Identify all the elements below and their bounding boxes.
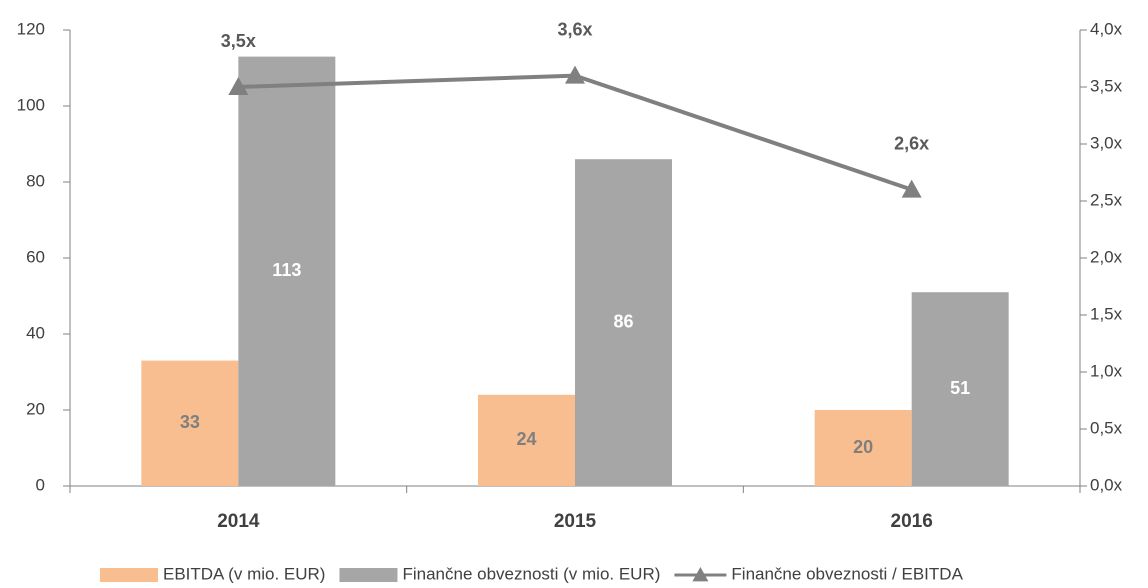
bar-value-label: 113 <box>272 260 301 280</box>
legend-swatch <box>339 568 398 582</box>
legend-label: Finančne obveznosti / EBITDA <box>731 564 963 583</box>
bar-value-label: 86 <box>613 311 633 331</box>
y2-tick-label: 0,0x <box>1090 475 1123 494</box>
x-tick-label: 2014 <box>217 511 260 532</box>
bar-value-label: 51 <box>950 378 970 398</box>
y2-tick-label: 3,0x <box>1090 133 1123 152</box>
bar-value-label: 20 <box>853 437 873 457</box>
legend-label: EBITDA (v mio. EUR) <box>163 564 325 583</box>
legend-swatch <box>100 568 158 582</box>
y-tick-label: 100 <box>17 95 45 114</box>
y2-tick-label: 4,0x <box>1090 19 1123 38</box>
y-tick-label: 40 <box>26 323 45 342</box>
y2-tick-label: 2,0x <box>1090 247 1123 266</box>
legend-marker <box>692 567 709 582</box>
x-tick-label: 2015 <box>554 511 597 532</box>
x-tick-label: 2016 <box>891 511 933 532</box>
line-value-label: 2,6x <box>894 133 929 153</box>
bar <box>238 56 336 486</box>
line-value-label: 3,6x <box>557 19 592 39</box>
bar <box>575 159 672 486</box>
y2-tick-label: 1,0x <box>1090 361 1123 380</box>
line-marker <box>228 77 249 95</box>
y2-tick-label: 3,5x <box>1090 76 1123 95</box>
line-value-label: 3,5x <box>221 31 256 51</box>
bar <box>911 292 1009 486</box>
bar <box>141 360 239 486</box>
y-tick-label: 0 <box>36 475 45 494</box>
legend-label: Finančne obveznosti (v mio. EUR) <box>402 564 660 583</box>
y2-tick-label: 2,5x <box>1090 190 1123 209</box>
bar-value-label: 24 <box>516 429 536 449</box>
line-marker <box>565 65 585 84</box>
y2-tick-label: 1,5x <box>1090 304 1123 323</box>
y-tick-label: 80 <box>26 171 45 190</box>
y-tick-label: 120 <box>17 19 45 38</box>
bar <box>814 410 912 486</box>
y-tick-label: 60 <box>26 247 45 266</box>
y-tick-label: 20 <box>26 399 45 418</box>
line-marker <box>901 179 922 198</box>
bar <box>478 394 575 486</box>
bar-value-label: 33 <box>180 412 200 432</box>
y2-tick-label: 0,5x <box>1090 418 1123 437</box>
